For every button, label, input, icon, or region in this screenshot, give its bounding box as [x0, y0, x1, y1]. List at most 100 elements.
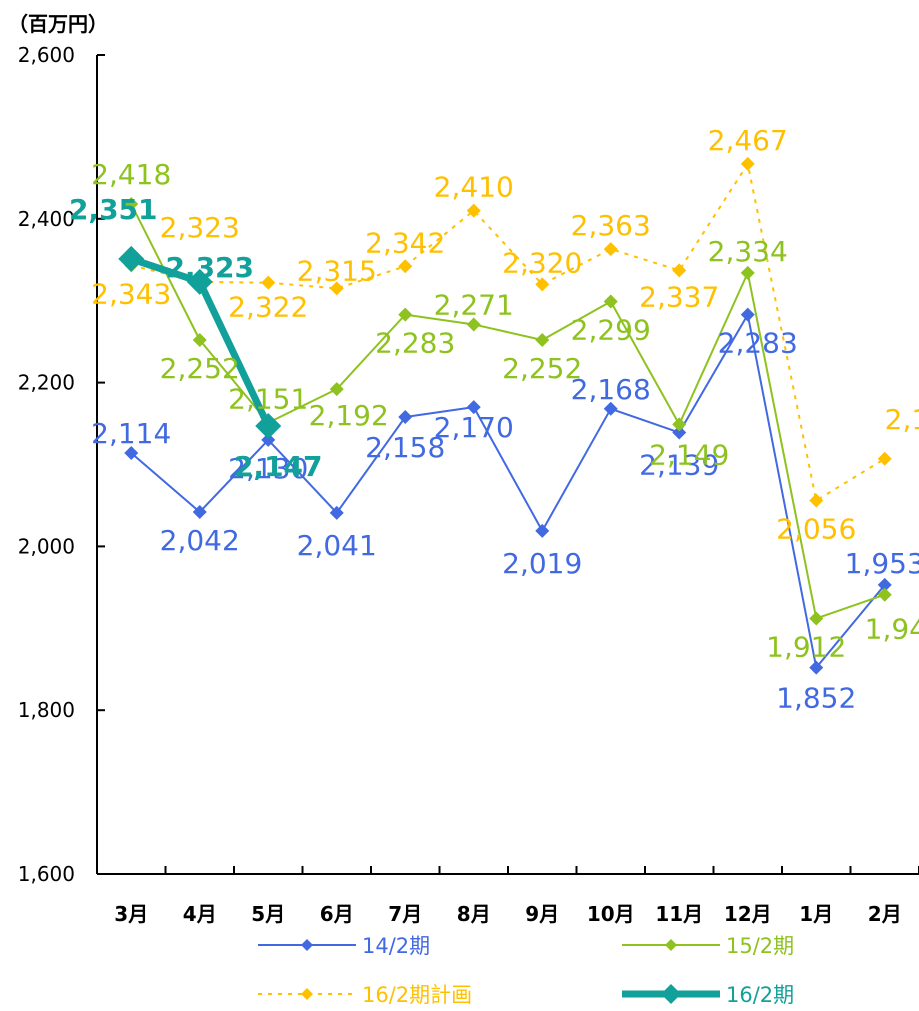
- legend-label: 15/2期: [726, 934, 794, 958]
- data-point: [398, 409, 413, 424]
- data-label: 2,334: [708, 235, 788, 268]
- data-label: 2,147: [234, 450, 323, 483]
- data-point: [466, 400, 481, 415]
- data-label: 2,158: [365, 431, 445, 464]
- y-tick-label: 2,200: [18, 371, 75, 395]
- data-label: 2,151: [228, 383, 308, 416]
- data-point: [261, 275, 276, 290]
- data-label: 2,283: [718, 327, 798, 360]
- data-label: 1,912: [766, 630, 846, 663]
- data-label: 2,149: [649, 438, 729, 471]
- data-point: [535, 277, 550, 292]
- x-category-label: 6月: [320, 902, 354, 926]
- data-label: 2,351: [69, 193, 158, 226]
- x-category-label: 11月: [655, 902, 703, 926]
- y-axis-unit: （百万円）: [8, 12, 108, 36]
- data-point: [809, 660, 824, 675]
- data-label: 2,342: [365, 226, 445, 259]
- data-label: 2,170: [434, 411, 514, 444]
- data-label: 2,168: [571, 373, 651, 406]
- data-point: [118, 245, 145, 272]
- data-label: 2,041: [297, 529, 377, 562]
- y-tick-label: 1,800: [18, 698, 75, 722]
- x-category-label: 3月: [114, 902, 148, 926]
- data-point: [329, 281, 344, 296]
- data-point: [603, 242, 618, 257]
- data-point: [740, 156, 755, 171]
- data-point: [466, 317, 481, 332]
- data-point: [809, 611, 824, 626]
- data-label: 2,320: [502, 246, 582, 279]
- data-point: [124, 446, 139, 461]
- data-point: [535, 333, 550, 348]
- legend-label: 16/2期計画: [362, 983, 472, 1007]
- data-label: 2,418: [91, 158, 171, 191]
- data-point: [329, 505, 344, 520]
- data-point: [740, 265, 755, 280]
- data-label: 2,410: [434, 171, 514, 204]
- legend-label: 16/2期: [726, 983, 794, 1007]
- x-category-label: 1月: [799, 902, 833, 926]
- data-point: [466, 203, 481, 218]
- data-label: 2,315: [297, 254, 377, 287]
- data-point: [877, 451, 892, 466]
- data-label: 2,322: [228, 291, 308, 324]
- legend-swatch-marker: [301, 988, 313, 1000]
- legend-label: 14/2期: [362, 934, 430, 958]
- data-label: 2,042: [160, 524, 240, 557]
- data-label: 2,114: [91, 417, 171, 450]
- x-category-label: 5月: [251, 902, 285, 926]
- x-category-label: 9月: [525, 902, 559, 926]
- data-label: 2,363: [571, 209, 651, 242]
- x-category-label: 4月: [183, 902, 217, 926]
- data-point: [603, 294, 618, 309]
- data-point: [192, 333, 207, 348]
- data-point: [255, 413, 282, 440]
- series-line: [131, 162, 886, 502]
- x-category-label: 2月: [868, 902, 902, 926]
- data-label: 2,467: [708, 124, 788, 157]
- data-label: 2,252: [160, 352, 240, 385]
- data-label: 2,323: [160, 211, 240, 244]
- y-tick-label: 2,600: [18, 43, 75, 67]
- data-point: [877, 587, 892, 602]
- data-label: 2,056: [776, 513, 856, 546]
- data-label: 1,941: [865, 613, 919, 646]
- data-label: 1,852: [776, 682, 856, 715]
- x-category-label: 8月: [457, 902, 491, 926]
- data-point: [877, 577, 892, 592]
- data-point: [535, 523, 550, 538]
- data-point: [186, 268, 213, 295]
- data-point: [192, 505, 207, 520]
- data-label: 1,953: [845, 547, 919, 580]
- y-tick-label: 2,400: [18, 207, 75, 231]
- data-label: 2,337: [639, 280, 719, 313]
- data-label: 2,323: [165, 251, 254, 284]
- data-label: 2,343: [91, 277, 171, 310]
- data-label: 2,299: [571, 314, 651, 347]
- data-label: 2,271: [434, 288, 514, 321]
- x-category-label: 10月: [587, 902, 635, 926]
- data-point: [398, 259, 413, 274]
- data-point: [672, 425, 687, 440]
- data-label: 2,139: [639, 449, 719, 482]
- data-point: [124, 197, 139, 212]
- data-point: [398, 307, 413, 322]
- data-label: 2,130: [228, 452, 308, 485]
- y-tick-label: 1,600: [18, 862, 75, 886]
- data-label: 2,252: [502, 352, 582, 385]
- data-label: 2,283: [375, 327, 455, 360]
- data-point: [603, 401, 618, 416]
- data-point: [672, 263, 687, 278]
- x-category-label: 12月: [724, 902, 772, 926]
- data-point: [809, 493, 824, 508]
- data-label: 2,192: [309, 399, 389, 432]
- data-point: [329, 382, 344, 397]
- legend-swatch-marker: [665, 939, 677, 951]
- data-point: [261, 432, 276, 447]
- legend-swatch-marker: [661, 984, 681, 1004]
- data-point: [740, 307, 755, 322]
- data-label: 2,019: [502, 547, 582, 580]
- series-line: [130, 313, 886, 669]
